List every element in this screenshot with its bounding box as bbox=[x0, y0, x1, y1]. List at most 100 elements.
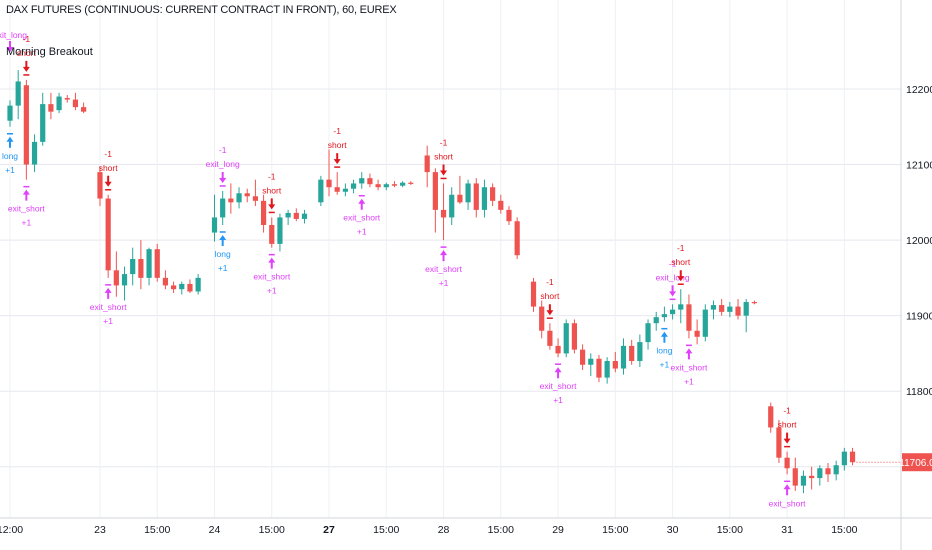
candle-body bbox=[15, 81, 21, 106]
candle-body bbox=[555, 345, 561, 354]
candle-body bbox=[563, 323, 569, 354]
candle-body bbox=[244, 193, 250, 197]
candle-body bbox=[719, 305, 725, 312]
candle-body bbox=[326, 179, 332, 188]
signal-qty: +1 bbox=[218, 263, 228, 273]
signal-label-exit-long: exit_long bbox=[206, 159, 240, 169]
y-tick-label: 12100.0 bbox=[906, 160, 932, 172]
candle-body bbox=[661, 314, 667, 318]
exit-short-arrow bbox=[554, 367, 562, 379]
candles-group bbox=[7, 70, 856, 494]
candle-body bbox=[211, 217, 218, 233]
x-tick-label: 31 bbox=[781, 524, 793, 536]
signals-group: long+1exit_longshort-1exit_short+1short-… bbox=[0, 30, 806, 508]
candle-body bbox=[367, 178, 373, 185]
long-arrow bbox=[219, 234, 227, 246]
signal-label-exit-short: exit_short bbox=[425, 264, 462, 274]
candle-body bbox=[64, 98, 70, 100]
signal-label-short: short bbox=[434, 151, 454, 161]
candle-body bbox=[432, 172, 438, 210]
candle-body bbox=[498, 200, 504, 210]
x-tick-label: 15:00 bbox=[717, 524, 743, 536]
candle-body bbox=[539, 306, 545, 331]
signal-label-exit-short: exit_short bbox=[253, 272, 290, 282]
signal-label-exit-long: exit_long bbox=[656, 272, 690, 282]
signal-label-short: short bbox=[778, 420, 798, 430]
signal-qty: -1 bbox=[268, 171, 276, 181]
signal-qty: +1 bbox=[22, 218, 32, 228]
candle-body bbox=[130, 258, 136, 275]
signal-qty: +1 bbox=[553, 395, 563, 405]
long-arrow bbox=[660, 331, 668, 343]
exit-short-arrow bbox=[268, 257, 276, 269]
candle-body bbox=[702, 309, 708, 337]
x-tick-label: 29 bbox=[552, 524, 564, 536]
signal-qty: -1 bbox=[219, 145, 227, 155]
candle-body bbox=[72, 99, 79, 108]
candle-body bbox=[40, 104, 46, 142]
exit-long-arrow bbox=[6, 41, 14, 52]
x-tick-label: 30 bbox=[667, 524, 679, 536]
signal-label-exit-long: exit_long bbox=[0, 30, 27, 40]
signal-label-long: long bbox=[215, 249, 231, 259]
candle-body bbox=[391, 184, 398, 186]
signal-label-short: short bbox=[328, 140, 348, 150]
exit-long-arrow bbox=[669, 285, 677, 297]
candle-body bbox=[440, 209, 447, 218]
candle-body bbox=[743, 302, 749, 316]
candle-body bbox=[506, 209, 512, 222]
long-arrow bbox=[6, 136, 14, 148]
signal-label-long: long bbox=[656, 346, 672, 356]
candle-body bbox=[23, 85, 29, 165]
candle-body bbox=[833, 465, 839, 475]
candle-body bbox=[269, 224, 275, 244]
candle-body bbox=[48, 104, 54, 112]
y-tick-label: 11900.0 bbox=[906, 311, 932, 323]
candle-body bbox=[154, 249, 160, 278]
symbol-title: DAX FUTURES (CONTINUOUS: CURRENT CONTRAC… bbox=[6, 4, 397, 16]
x-tick-label: 23 bbox=[94, 524, 106, 536]
candle-body bbox=[375, 184, 381, 188]
signal-qty: +1 bbox=[357, 227, 367, 237]
signal-qty: +1 bbox=[660, 360, 670, 370]
signal-qty: -1 bbox=[669, 258, 677, 268]
last-price-label: 11706.0 bbox=[899, 458, 932, 469]
candle-body bbox=[776, 427, 782, 458]
candle-body bbox=[195, 277, 201, 292]
x-tick-label: 15:00 bbox=[602, 524, 628, 536]
candle-body bbox=[162, 277, 169, 286]
signal-qty: -1 bbox=[104, 149, 112, 159]
candle-body bbox=[179, 283, 185, 290]
signal-label-short: short bbox=[671, 257, 691, 267]
x-tick-label: 24 bbox=[209, 524, 221, 536]
candle-body bbox=[678, 304, 684, 310]
candle-body bbox=[669, 309, 676, 315]
exit-short-arrow bbox=[104, 287, 112, 299]
candle-body bbox=[481, 187, 488, 210]
signal-label-exit-short: exit_short bbox=[8, 204, 45, 214]
candle-body bbox=[293, 212, 299, 219]
candle-body bbox=[56, 96, 62, 111]
candle-body bbox=[596, 358, 602, 378]
candle-body bbox=[449, 194, 455, 218]
candle-body bbox=[620, 345, 627, 369]
candle-body bbox=[424, 155, 430, 173]
candle-body bbox=[825, 468, 831, 475]
candle-body bbox=[81, 107, 87, 112]
candle-body bbox=[31, 141, 38, 165]
candle-body bbox=[514, 221, 520, 256]
candle-body bbox=[334, 187, 340, 192]
last-price-tag bbox=[902, 453, 932, 472]
signal-qty: -1 bbox=[440, 137, 448, 147]
indicator-title: Morning Breakout bbox=[6, 46, 93, 58]
signal-qty: +1 bbox=[5, 165, 15, 175]
candle-body bbox=[710, 305, 717, 310]
signal-qty: +1 bbox=[267, 286, 277, 296]
signal-label-exit-short: exit_short bbox=[343, 213, 380, 223]
candle-body bbox=[547, 330, 553, 346]
x-tick-label: 15:00 bbox=[831, 524, 857, 536]
signal-label-short: short bbox=[17, 48, 37, 58]
x-tick-label: 15:00 bbox=[488, 524, 514, 536]
x-tick-label: 15:00 bbox=[373, 524, 399, 536]
